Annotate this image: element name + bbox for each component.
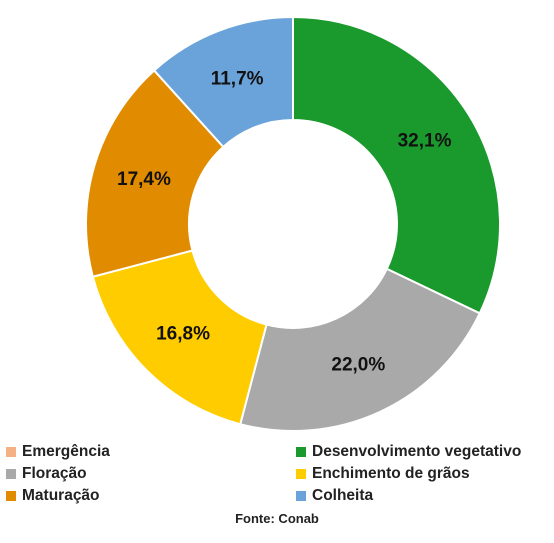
legend-item-enchimento-de-graos: Enchimento de grãos [296, 465, 470, 483]
legend-label-maturacao: Maturação [22, 487, 100, 504]
slice-label-colheita: 11,7% [211, 68, 264, 89]
legend-item-desenvolvimento-vegetativo: Desenvolvimento vegetativo [296, 443, 521, 461]
slice-maturacao [85, 69, 225, 278]
legend-item-floracao: Floração [6, 465, 87, 483]
donut-slices [85, 15, 501, 432]
slice-label-enchimento-de-graos: 16,8% [156, 323, 210, 344]
slice-colheita [152, 15, 294, 149]
legend-swatch-desenvolvimento-vegetativo [296, 447, 306, 457]
slice-enchimento-de-graos [91, 249, 268, 426]
legend-label-colheita: Colheita [312, 487, 374, 504]
legend-item-maturacao: Maturação [6, 487, 100, 505]
slice-label-desenvolvimento-vegetativo: 32,1% [398, 131, 452, 152]
legend-swatch-floracao [6, 469, 16, 479]
chart-legend: Emergência Desenvolvimento vegetativo Flor… [0, 441, 554, 507]
legend-swatch-enchimento-de-graos [296, 469, 306, 479]
legend-label-emergencia: Emergência [22, 443, 110, 460]
legend-swatch-colheita [296, 491, 306, 501]
slice-label-floracao: 22,0% [331, 355, 385, 376]
donut-chart: 32,1% 22,0% 16,8% 17,4% 11,7% [85, 15, 501, 432]
legend-swatch-maturacao [6, 491, 16, 501]
slice-label-maturacao: 17,4% [117, 169, 171, 190]
legend-label-enchimento-de-graos: Enchimento de grãos [312, 465, 470, 482]
slice-desenvolvimento-vegetativo [292, 15, 501, 315]
legend-item-emergencia: Emergência [6, 443, 110, 461]
legend-item-colheita: Colheita [296, 487, 373, 505]
legend-label-floracao: Floração [22, 465, 87, 482]
source-note: Fonte: Conab [235, 511, 319, 526]
legend-label-desenvolvimento-vegetativo: Desenvolvimento vegetativo [312, 443, 522, 460]
donut-value-labels: 32,1% 22,0% 16,8% 17,4% 11,7% [117, 68, 452, 375]
slice-floracao [239, 267, 482, 432]
legend-swatch-emergencia [6, 447, 16, 457]
